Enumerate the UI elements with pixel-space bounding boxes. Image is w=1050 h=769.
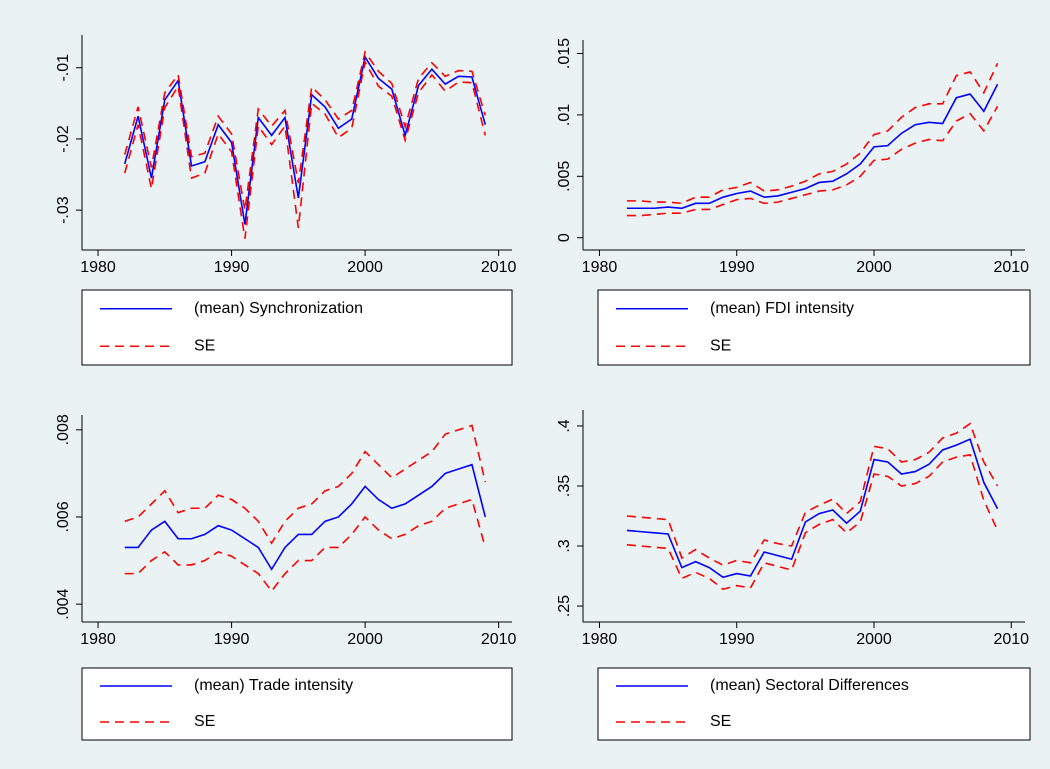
x-tick-label: 1990 [214,259,250,276]
legend-box [597,289,1031,366]
y-tick-label: 0 [556,233,573,242]
y-tick-label: .006 [55,501,72,532]
x-tick-label: 1990 [719,631,755,648]
x-tick-label: 1980 [582,631,618,648]
series-line [626,438,999,579]
x-tick-label: 2000 [347,631,383,648]
x-tick-label: 1980 [582,259,618,276]
legend-label: (mean) Trade intensity [194,677,353,694]
series-line [626,105,999,217]
x-tick-label: 1980 [80,259,116,276]
y-tick-label: -.01 [55,54,72,82]
series-line [124,498,487,593]
y-tick-label: .4 [556,419,573,432]
x-tick-label: 2000 [856,631,892,648]
y-tick-label: .008 [55,414,72,445]
legend-label: SE [710,337,731,354]
series-line [123,50,487,211]
series-line [626,453,999,591]
legend-label: (mean) FDI intensity [710,300,854,317]
y-tick-label: .25 [556,595,573,617]
legend-label: SE [710,713,731,730]
legend-box [81,667,513,741]
y-tick-label: .004 [55,588,72,619]
series-line [626,422,999,567]
x-tick-label: 2010 [481,631,517,648]
x-tick-label: 1980 [80,631,116,648]
y-tick-label: -.03 [55,196,72,224]
y-tick-label: .3 [556,539,573,552]
x-tick-label: 2000 [856,259,892,276]
x-tick-label: 2010 [481,259,517,276]
series-line [626,83,999,210]
legend-box [81,289,513,366]
legend-label: SE [194,713,215,730]
x-tick-label: 2010 [993,259,1029,276]
series-line [124,424,487,545]
legend-label: (mean) Synchronization [194,300,363,317]
y-tick-label: .35 [556,475,573,497]
series-line [626,62,999,205]
x-tick-label: 2010 [993,631,1029,648]
legend-label: SE [194,337,215,354]
x-tick-label: 2000 [347,259,383,276]
series-line [123,54,487,225]
series-line [123,59,487,239]
y-tick-label: .015 [556,38,573,69]
x-tick-label: 1990 [214,631,250,648]
y-tick-label: .005 [556,161,573,192]
x-tick-label: 1990 [719,259,755,276]
y-tick-label: -.02 [55,125,72,153]
y-tick-label: .01 [556,104,573,126]
legend-box [597,667,1031,741]
series-line [124,463,487,571]
legend-label: (mean) Sectoral Differences [710,677,909,694]
